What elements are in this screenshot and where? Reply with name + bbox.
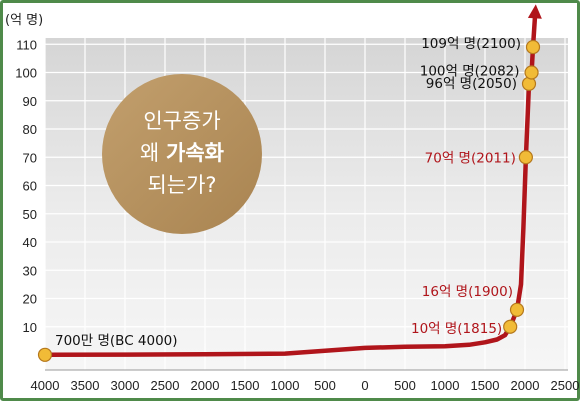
data-point-label: 10억 명(1815) [411, 321, 502, 337]
y-tick-label: 40 [23, 235, 37, 250]
x-tick-label: 2000 [191, 378, 220, 393]
population-curve [42, 8, 538, 358]
x-tick-label: 3500 [71, 378, 100, 393]
x-tick-label: 1500 [471, 378, 500, 393]
data-point-label: 100억 명(2082) [420, 64, 520, 80]
y-tick-label: 60 [23, 179, 37, 194]
annotation-text: 가속화 [166, 141, 225, 165]
x-axis-ticks: 4000 3500 3000 2500 2000 1500 1000 500 0 500 1000 1… [31, 378, 580, 393]
data-point-marker [509, 302, 525, 317]
y-axis-unit-label: (억 명) [5, 13, 43, 28]
annotation-line: 되는가? [147, 173, 216, 197]
annotation-text: 되는가? [147, 173, 216, 197]
data-point-marker [518, 150, 533, 165]
annotation-text: 인구증가 [143, 109, 220, 133]
data-point-marker [37, 347, 53, 362]
y-tick-label: 30 [23, 263, 37, 278]
y-tick-label: 20 [23, 292, 37, 307]
data-point-label: 700만 명(BC 4000) [55, 333, 178, 349]
y-tick-label: 80 [23, 122, 37, 137]
data-point-label: 70억 명(2011) [425, 150, 516, 166]
x-tick-label: 1000 [271, 378, 300, 393]
y-tick-label: 100 [15, 66, 37, 81]
data-point-label: 16억 명(1900) [422, 284, 513, 300]
data-point-marker [524, 65, 539, 80]
y-tick-label: 70 [23, 150, 37, 165]
y-tick-label: 110 [16, 37, 37, 52]
data-markers [37, 39, 541, 362]
data-point-marker [503, 319, 518, 334]
x-tick-label: 2500 [151, 378, 180, 393]
y-tick-label: 90 [23, 94, 37, 109]
annotation-line: 인구증가 [143, 109, 220, 133]
x-tick-label: 500 [314, 378, 336, 393]
y-tick-label: 10 [23, 320, 37, 335]
x-tick-label: 2000 [511, 378, 540, 393]
data-point-marker [525, 39, 541, 55]
annotation-text: 왜 [140, 141, 166, 165]
data-point-label: 96억 명(2050) [426, 76, 517, 92]
x-tick-label: 500 [394, 378, 416, 393]
x-tick-label: 1000 [431, 378, 460, 393]
data-point-label: 109억 명(2100) [421, 36, 521, 52]
x-tick-label: 3000 [111, 378, 140, 393]
data-labels: 700만 명(BC 4000) 10억 명(1815) 16억 명(1900) 70억… [55, 36, 521, 349]
curve-arrowhead [527, 4, 542, 19]
x-tick-label: 0 [361, 378, 368, 393]
y-axis-ticks: 10 20 30 40 50 60 70 80 90 100 110 [15, 37, 37, 335]
x-tick-label: 2500 [551, 378, 580, 393]
x-tick-label: 4000 [31, 378, 60, 393]
y-tick-label: 50 [23, 207, 37, 222]
x-tick-label: 1500 [231, 378, 260, 393]
annotation-line: 왜 가속화 [140, 141, 225, 165]
